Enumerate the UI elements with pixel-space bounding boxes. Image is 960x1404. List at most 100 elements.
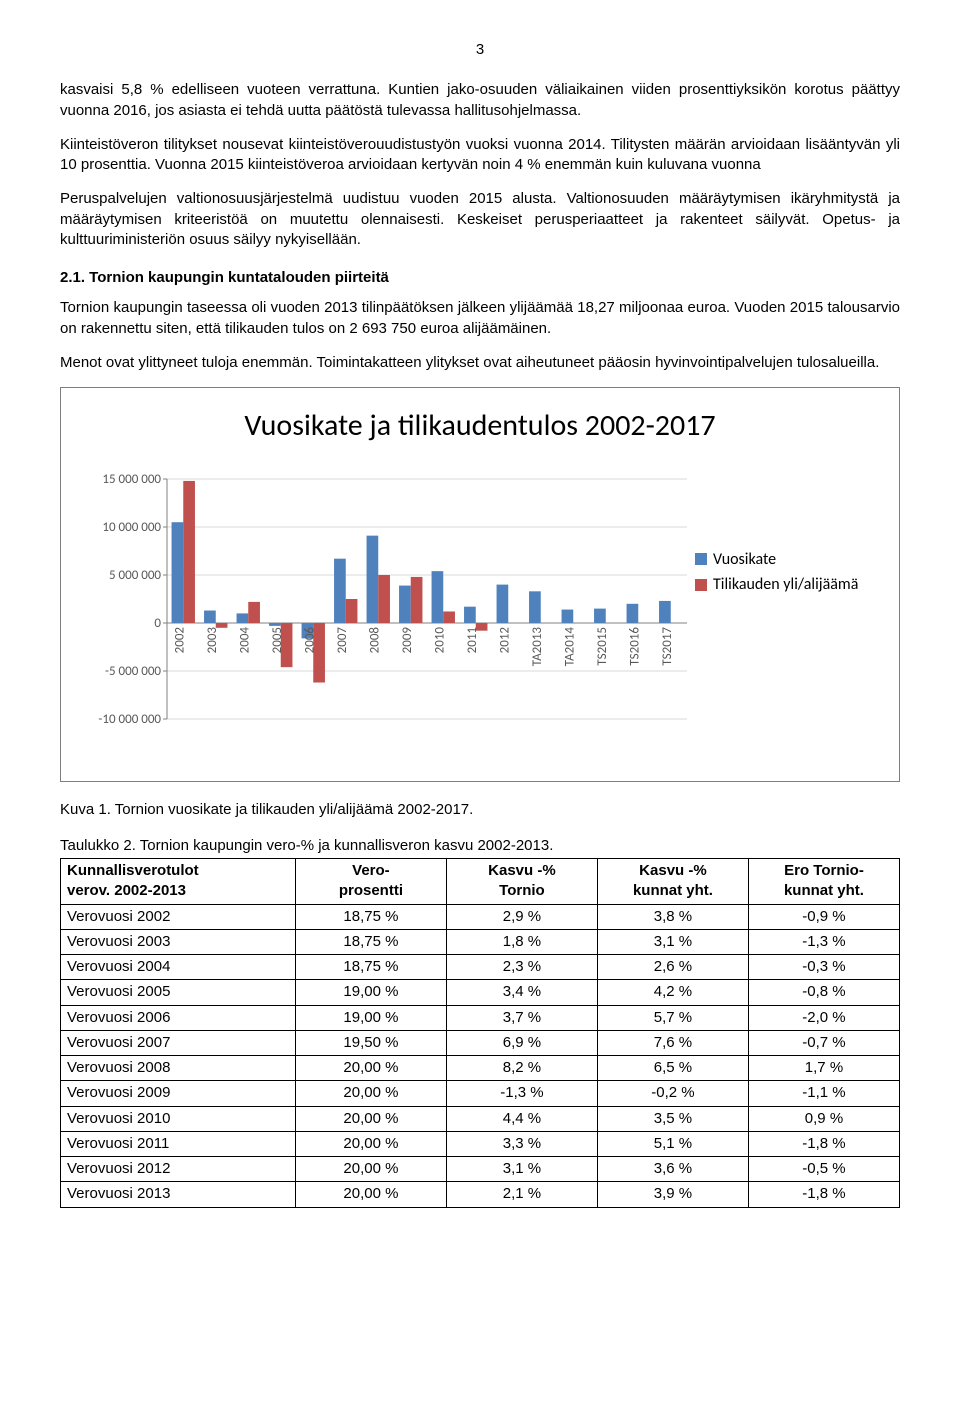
th-c2b: prosentti	[339, 882, 403, 899]
table-cell: -0,8 %	[748, 980, 899, 1005]
table-cell: Verovuosi 2013	[61, 1182, 296, 1207]
th-c4b: kunnat yht.	[633, 882, 713, 899]
th-c5b: kunnat yht.	[784, 882, 864, 899]
paragraph-3: Peruspalvelujen valtionosuusjärjestelmä …	[60, 189, 900, 250]
table-cell: -0,5 %	[748, 1157, 899, 1182]
table-cell: 6,5 %	[597, 1056, 748, 1081]
table-cell: 3,8 %	[597, 904, 748, 929]
chart-container: Vuosikate ja tilikaudentulos 2002-2017 -…	[60, 387, 900, 782]
svg-text:TS2017: TS2017	[660, 626, 675, 665]
table-cell: 18,75 %	[295, 955, 446, 980]
table-cell: 19,00 %	[295, 1005, 446, 1030]
table-cell: 2,9 %	[446, 904, 597, 929]
svg-text:0: 0	[154, 616, 161, 631]
chart-legend: Vuosikate Tilikauden yli/alijäämä	[695, 471, 881, 600]
table-cell: 3,5 %	[597, 1106, 748, 1131]
table-caption: Taulukko 2. Tornion kaupungin vero-% ja …	[60, 836, 900, 856]
svg-text:15 000 000: 15 000 000	[102, 472, 161, 487]
table-cell: -2,0 %	[748, 1005, 899, 1030]
svg-text:-10 000 000: -10 000 000	[98, 712, 161, 727]
table-cell: Verovuosi 2002	[61, 904, 296, 929]
paragraph-4: Tornion kaupungin taseessa oli vuoden 20…	[60, 298, 900, 339]
table-cell: -0,9 %	[748, 904, 899, 929]
table-row: Verovuosi 200719,50 %6,9 %7,6 %-0,7 %	[61, 1030, 900, 1055]
table-cell: 20,00 %	[295, 1157, 446, 1182]
table-cell: 3,1 %	[446, 1157, 597, 1182]
paragraph-5: Menot ovat ylittyneet tuloja enemmän. To…	[60, 353, 900, 373]
table-row: Verovuosi 201020,00 %4,4 %3,5 %0,9 %	[61, 1106, 900, 1131]
table-row: Verovuosi 201220,00 %3,1 %3,6 %-0,5 %	[61, 1157, 900, 1182]
svg-text:2012: 2012	[497, 626, 512, 653]
chart-plot: -10 000 000 -5 000 000 0 5 000 000 10 000 00…	[79, 471, 695, 769]
svg-text:2007: 2007	[335, 626, 350, 653]
table-cell: 8,2 %	[446, 1056, 597, 1081]
table-cell: 6,9 %	[446, 1030, 597, 1055]
svg-text:-5 000 000: -5 000 000	[105, 664, 161, 679]
table-cell: -0,3 %	[748, 955, 899, 980]
table-cell: -1,3 %	[748, 929, 899, 954]
table-cell: 0,9 %	[748, 1106, 899, 1131]
table-cell: 18,75 %	[295, 904, 446, 929]
svg-text:2003: 2003	[205, 626, 220, 653]
table-cell: -0,2 %	[597, 1081, 748, 1106]
svg-text:10 000 000: 10 000 000	[102, 520, 161, 535]
svg-text:2008: 2008	[367, 626, 382, 653]
table-cell: Verovuosi 2011	[61, 1131, 296, 1156]
th-c4a: Kasvu -%	[639, 862, 707, 879]
svg-text:2004: 2004	[237, 626, 252, 653]
table-cell: -1,1 %	[748, 1081, 899, 1106]
chart-title: Vuosikate ja tilikaudentulos 2002-2017	[79, 406, 881, 447]
table-cell: 3,6 %	[597, 1157, 748, 1182]
legend-label-2: Tilikauden yli/alijäämä	[713, 574, 858, 596]
paragraph-2: Kiinteistöveron tilitykset nousevat kiin…	[60, 135, 900, 176]
th-c1a: Kunnallisverotulot	[67, 862, 199, 879]
table-cell: 20,00 %	[295, 1131, 446, 1156]
table-row: Verovuosi 200418,75 %2,3 %2,6 %-0,3 %	[61, 955, 900, 980]
table-row: Verovuosi 200519,00 %3,4 %4,2 %-0,8 %	[61, 980, 900, 1005]
table-cell: Verovuosi 2004	[61, 955, 296, 980]
table-cell: 2,3 %	[446, 955, 597, 980]
table-cell: -1,8 %	[748, 1182, 899, 1207]
table-cell: Verovuosi 2006	[61, 1005, 296, 1030]
figure-caption: Kuva 1. Tornion vuosikate ja tilikauden …	[60, 800, 900, 820]
table-cell: Verovuosi 2007	[61, 1030, 296, 1055]
th-c5a: Ero Tornio-	[784, 862, 864, 879]
legend-swatch-2	[695, 579, 707, 591]
table-cell: 5,7 %	[597, 1005, 748, 1030]
table-row: Verovuosi 200318,75 %1,8 %3,1 %-1,3 %	[61, 929, 900, 954]
table-cell: 2,6 %	[597, 955, 748, 980]
svg-text:2005: 2005	[270, 627, 285, 653]
table-cell: 19,50 %	[295, 1030, 446, 1055]
table-cell: 3,3 %	[446, 1131, 597, 1156]
table-row: Verovuosi 201320,00 %2,1 %3,9 %-1,8 %	[61, 1182, 900, 1207]
table-cell: 4,4 %	[446, 1106, 597, 1131]
th-c1b: verov. 2002-2013	[67, 882, 186, 899]
svg-text:5 000 000: 5 000 000	[109, 568, 161, 583]
table-cell: 19,00 %	[295, 980, 446, 1005]
subheading-2-1: 2.1. Tornion kaupungin kuntatalouden pii…	[60, 268, 900, 288]
svg-text:TA2013: TA2013	[530, 626, 545, 666]
paragraph-1: kasvaisi 5,8 % edelliseen vuoteen verrat…	[60, 80, 900, 121]
table-cell: -1,8 %	[748, 1131, 899, 1156]
th-c2a: Vero-	[352, 862, 390, 879]
table-row: Verovuosi 201120,00 %3,3 %5,1 %-1,8 %	[61, 1131, 900, 1156]
table-header-row: Kunnallisverotulot verov. 2002-2013 Vero…	[61, 859, 900, 905]
th-c3a: Kasvu -%	[488, 862, 556, 879]
table-cell: 20,00 %	[295, 1056, 446, 1081]
table-cell: 2,1 %	[446, 1182, 597, 1207]
page-number: 3	[60, 40, 900, 60]
table-cell: 3,1 %	[597, 929, 748, 954]
table-cell: -0,7 %	[748, 1030, 899, 1055]
svg-text:2002: 2002	[172, 626, 187, 653]
table-cell: 3,9 %	[597, 1182, 748, 1207]
svg-text:TS2015: TS2015	[595, 627, 610, 666]
svg-text:2009: 2009	[400, 626, 415, 653]
table-row: Verovuosi 200218,75 %2,9 %3,8 %-0,9 %	[61, 904, 900, 929]
table-cell: 18,75 %	[295, 929, 446, 954]
table-row: Verovuosi 200920,00 %-1,3 %-0,2 %-1,1 %	[61, 1081, 900, 1106]
svg-text:2011: 2011	[465, 627, 480, 653]
legend-item-tilikauden: Tilikauden yli/alijäämä	[695, 574, 881, 596]
th-c3b: Tornio	[499, 882, 545, 899]
tax-table: Kunnallisverotulot verov. 2002-2013 Vero…	[60, 858, 900, 1208]
table-cell: 20,00 %	[295, 1182, 446, 1207]
